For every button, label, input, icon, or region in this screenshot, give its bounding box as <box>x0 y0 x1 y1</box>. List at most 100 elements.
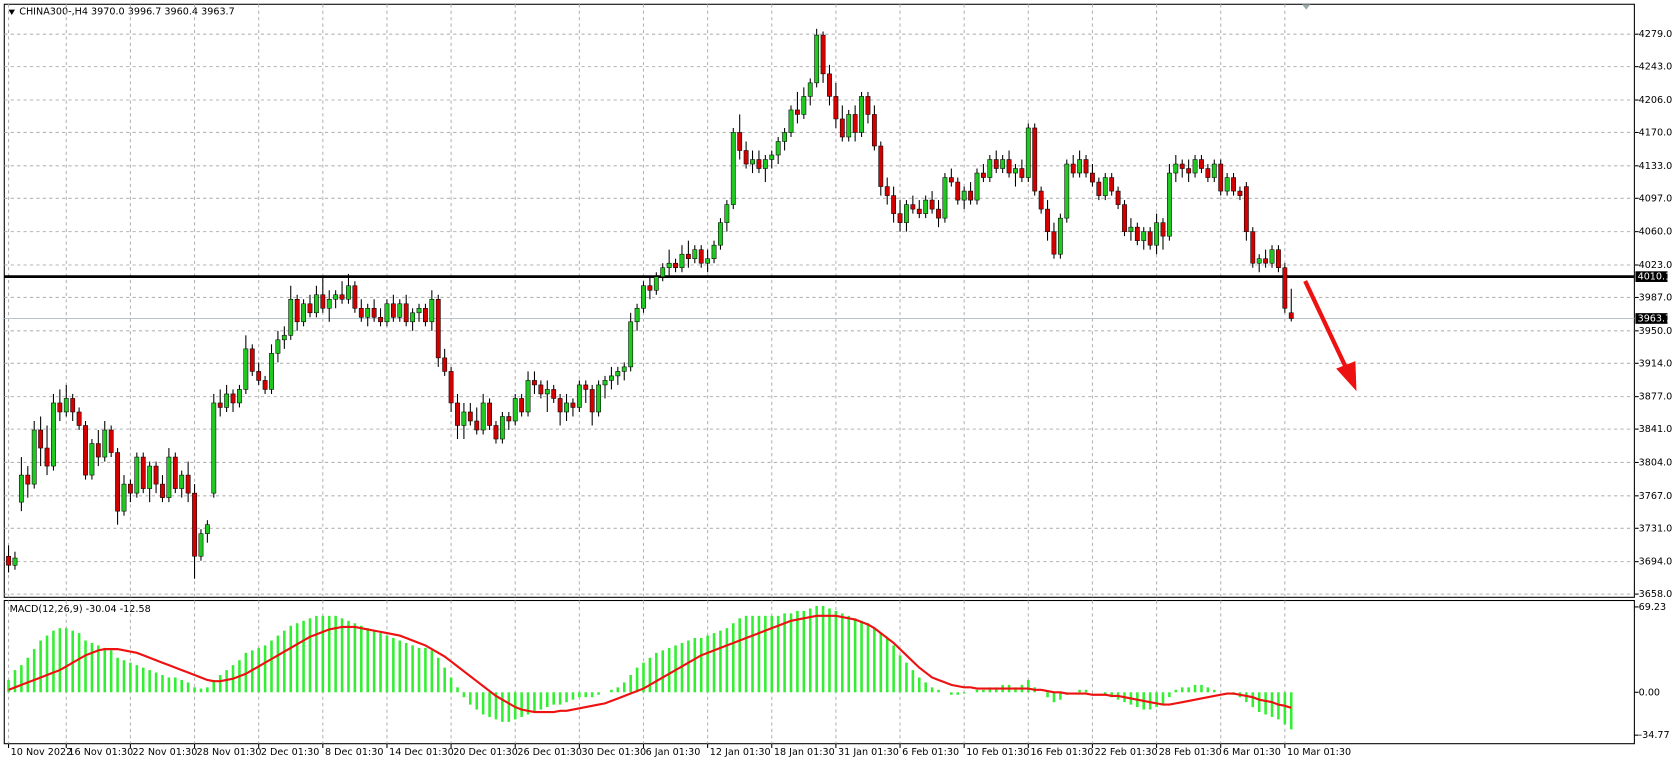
candle-body <box>506 416 512 422</box>
candle-body <box>538 384 544 395</box>
candle-body <box>839 118 845 138</box>
macd-bar <box>520 692 523 717</box>
menu-triangle[interactable] <box>8 9 15 15</box>
candle-body <box>416 308 422 314</box>
macd-bar <box>635 667 639 693</box>
x-tick-label: 31 Jan 01:30 <box>838 747 899 758</box>
candle-body <box>224 393 230 408</box>
candle-body <box>846 114 852 138</box>
price-label: 3963.7 <box>1638 313 1672 324</box>
macd-bar <box>84 640 87 693</box>
candle-body <box>1109 177 1115 192</box>
macd-bar <box>436 657 440 693</box>
candle-body <box>519 398 525 413</box>
candle-body <box>403 303 409 323</box>
trend-arrow <box>1303 280 1357 392</box>
macd-bar <box>789 613 793 693</box>
candle-body <box>775 141 781 156</box>
candle-body <box>429 299 435 323</box>
candle-body <box>1077 159 1083 174</box>
macd-bar <box>924 682 927 693</box>
macd-bar <box>1078 689 1081 693</box>
macd-bar <box>475 692 479 710</box>
macd-bar <box>1014 687 1017 693</box>
candle-body <box>448 371 454 404</box>
macd-bar <box>802 610 806 693</box>
macd-bar <box>1257 692 1261 713</box>
price-label-box <box>1635 313 1668 324</box>
candle-body <box>115 452 120 512</box>
macd-bar <box>276 635 280 693</box>
macd-bar <box>706 635 709 693</box>
candle-body <box>596 384 602 413</box>
x-tick-label: 26 Dec 01:30 <box>517 747 582 758</box>
macd-bar <box>52 630 55 693</box>
macd-bar <box>122 660 126 693</box>
candle-body <box>346 285 351 300</box>
candle-body <box>1237 190 1243 196</box>
candle-body <box>859 96 864 133</box>
candle-body <box>455 402 460 426</box>
macd-bar <box>45 635 49 693</box>
macd-bar <box>129 662 132 693</box>
candle-body <box>480 402 486 431</box>
macd-bar <box>353 623 357 693</box>
macd-bar <box>796 610 799 693</box>
candle-body <box>897 213 903 223</box>
y-tick-label: 4133.0 <box>1639 161 1673 172</box>
macd-bar <box>507 692 511 722</box>
macd-bar <box>1200 684 1203 693</box>
price-panel <box>3 3 1635 598</box>
candle-body <box>795 109 800 115</box>
y-tick-label: 3841.0 <box>1639 424 1673 435</box>
macd-bar <box>1103 692 1107 695</box>
macd-bar <box>315 615 318 693</box>
y-tick-label: 3804.0 <box>1639 457 1673 468</box>
level-label-box <box>1635 271 1668 282</box>
candle-body <box>461 411 467 426</box>
candle-body <box>390 303 396 318</box>
macd-bar <box>642 662 645 693</box>
macd-bar <box>610 689 613 693</box>
macd-bar <box>546 692 549 708</box>
macd-bar <box>1027 679 1030 693</box>
candle-body <box>910 204 916 210</box>
macd-bar <box>13 670 17 693</box>
macd-bar <box>693 638 697 693</box>
x-tick-label: 6 Jan 01:30 <box>646 747 701 758</box>
candle-body <box>18 474 24 503</box>
x-tick-label: 16 Nov 01:30 <box>68 747 133 758</box>
shift-marker[interactable] <box>1301 4 1311 10</box>
macd-bar <box>885 638 889 693</box>
x-tick-label: 10 Mar 01:30 <box>1287 747 1351 758</box>
chart-title: CHINA300-,H4 3970.0 3996.7 3960.4 3963.7 <box>19 7 234 18</box>
macd-bar <box>417 647 421 693</box>
candle-body <box>820 34 826 75</box>
macd-bar <box>757 615 761 693</box>
candle-body <box>923 199 929 214</box>
macd-bar <box>372 630 376 693</box>
candle-body <box>76 411 82 426</box>
y-tick-label: 3987.0 <box>1639 292 1673 303</box>
candle-body <box>70 398 76 413</box>
macd-bar <box>501 692 504 722</box>
macd-bar <box>719 630 722 693</box>
macd-bar <box>141 667 145 693</box>
candle-body <box>128 483 133 494</box>
candle-body <box>1288 312 1294 319</box>
macd-bar <box>321 615 325 693</box>
candle-body <box>1070 163 1076 174</box>
candle-body <box>1090 172 1095 183</box>
macd-bar <box>180 679 183 693</box>
macd-bar <box>558 692 562 705</box>
candle-body <box>288 299 294 336</box>
candle-body <box>1199 159 1204 169</box>
x-tick-label: 18 Jan 01:30 <box>774 747 835 758</box>
candle-body <box>83 425 88 476</box>
macd-bar <box>988 687 992 693</box>
candle-body <box>916 208 922 214</box>
candle-body <box>891 195 897 214</box>
y-tick-label: 3877.0 <box>1639 392 1673 403</box>
candle-body <box>884 186 890 196</box>
